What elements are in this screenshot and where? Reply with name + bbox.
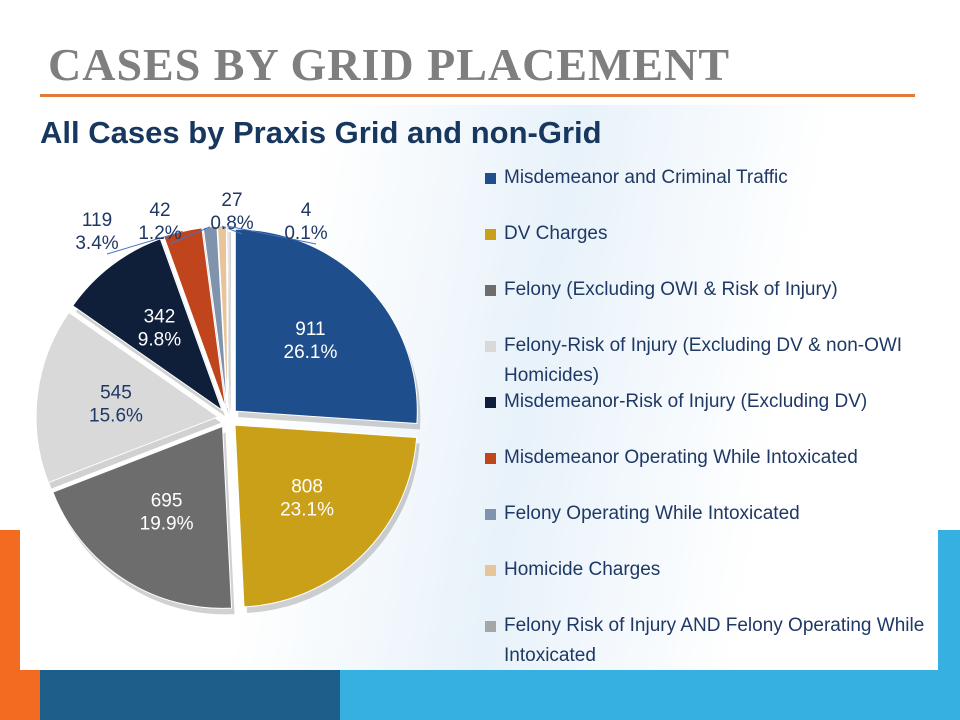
legend-item: DV Charges xyxy=(485,219,935,249)
value-label: 545 xyxy=(100,382,132,403)
legend-swatch xyxy=(485,565,496,576)
percent-label: 26.1% xyxy=(284,342,338,363)
percent-label: 19.9% xyxy=(140,514,194,535)
percent-label: 23.1% xyxy=(280,500,334,521)
leader-line xyxy=(169,226,211,245)
value-label: 911 xyxy=(295,319,325,340)
pie-slice xyxy=(52,425,233,609)
pie-slice-shadow xyxy=(229,232,231,415)
legend-label: Misdemeanor and Criminal Traffic xyxy=(504,167,788,188)
chart-title: All Cases by Praxis Grid and non-Grid xyxy=(40,115,602,150)
percent-label: 15.6% xyxy=(89,405,143,426)
legend-item: Misdemeanor and Criminal Traffic xyxy=(485,163,935,193)
legend-swatch xyxy=(485,173,496,184)
value-label: 695 xyxy=(151,491,183,512)
pie-slice xyxy=(35,311,220,484)
legend-item: Felony-Risk of Injury (Excluding DV & no… xyxy=(485,331,935,391)
legend-label: DV Charges xyxy=(504,223,608,244)
value-label: 27 xyxy=(221,190,242,211)
value-label: 808 xyxy=(291,477,323,498)
percent-label: 3.4% xyxy=(75,233,118,254)
legend-label: Misdemeanor-Risk of Injury (Excluding DV… xyxy=(504,391,868,412)
percent-label: 9.8% xyxy=(138,329,181,350)
legend-label: Felony Operating While Intoxicated xyxy=(504,503,800,524)
value-label: 42 xyxy=(149,200,170,221)
title-rule xyxy=(40,94,915,97)
legend-swatch xyxy=(485,621,496,632)
legend-swatch xyxy=(485,229,496,240)
percent-label: 1.2% xyxy=(138,223,181,244)
legend-label: Misdemeanor Operating While Intoxicated xyxy=(504,447,858,468)
legend-label: Felony Risk of Injury AND Felony Operati… xyxy=(504,615,925,666)
decor-teal xyxy=(40,670,340,720)
legend-item: Misdemeanor-Risk of Injury (Excluding DV… xyxy=(485,387,935,417)
pie-slice xyxy=(72,238,223,412)
legend-label: Felony-Risk of Injury (Excluding DV & no… xyxy=(504,335,903,386)
legend-item: Felony Risk of Injury AND Felony Operati… xyxy=(485,611,935,671)
pie-slice xyxy=(234,424,418,608)
leader-line xyxy=(227,225,317,245)
legend-swatch xyxy=(485,397,496,408)
legend-swatch xyxy=(485,453,496,464)
legend-label: Felony (Excluding OWI & Risk of Injury) xyxy=(504,279,838,300)
legend-item: Felony (Excluding OWI & Risk of Injury) xyxy=(485,275,935,305)
decor-blue xyxy=(340,670,960,720)
value-label: 342 xyxy=(144,306,176,327)
leader-line xyxy=(106,230,183,255)
value-label: 4 xyxy=(301,200,312,221)
legend-swatch xyxy=(485,285,496,296)
legend-swatch xyxy=(485,509,496,520)
percent-label: 0.1% xyxy=(284,223,327,244)
legend-item: Felony Operating While Intoxicated xyxy=(485,499,935,529)
legend-swatch xyxy=(485,341,496,352)
leader-line xyxy=(221,225,243,235)
slide-title: CASES BY GRID PLACEMENT xyxy=(48,39,731,90)
percent-label: 0.8% xyxy=(210,213,253,234)
pie-slice xyxy=(234,228,418,425)
decor-blue-side xyxy=(935,530,960,670)
legend-label: Homicide Charges xyxy=(504,559,661,580)
legend-item: Homicide Charges xyxy=(485,555,935,585)
value-label: 119 xyxy=(82,210,112,231)
legend-item: Misdemeanor Operating While Intoxicated xyxy=(485,443,935,473)
